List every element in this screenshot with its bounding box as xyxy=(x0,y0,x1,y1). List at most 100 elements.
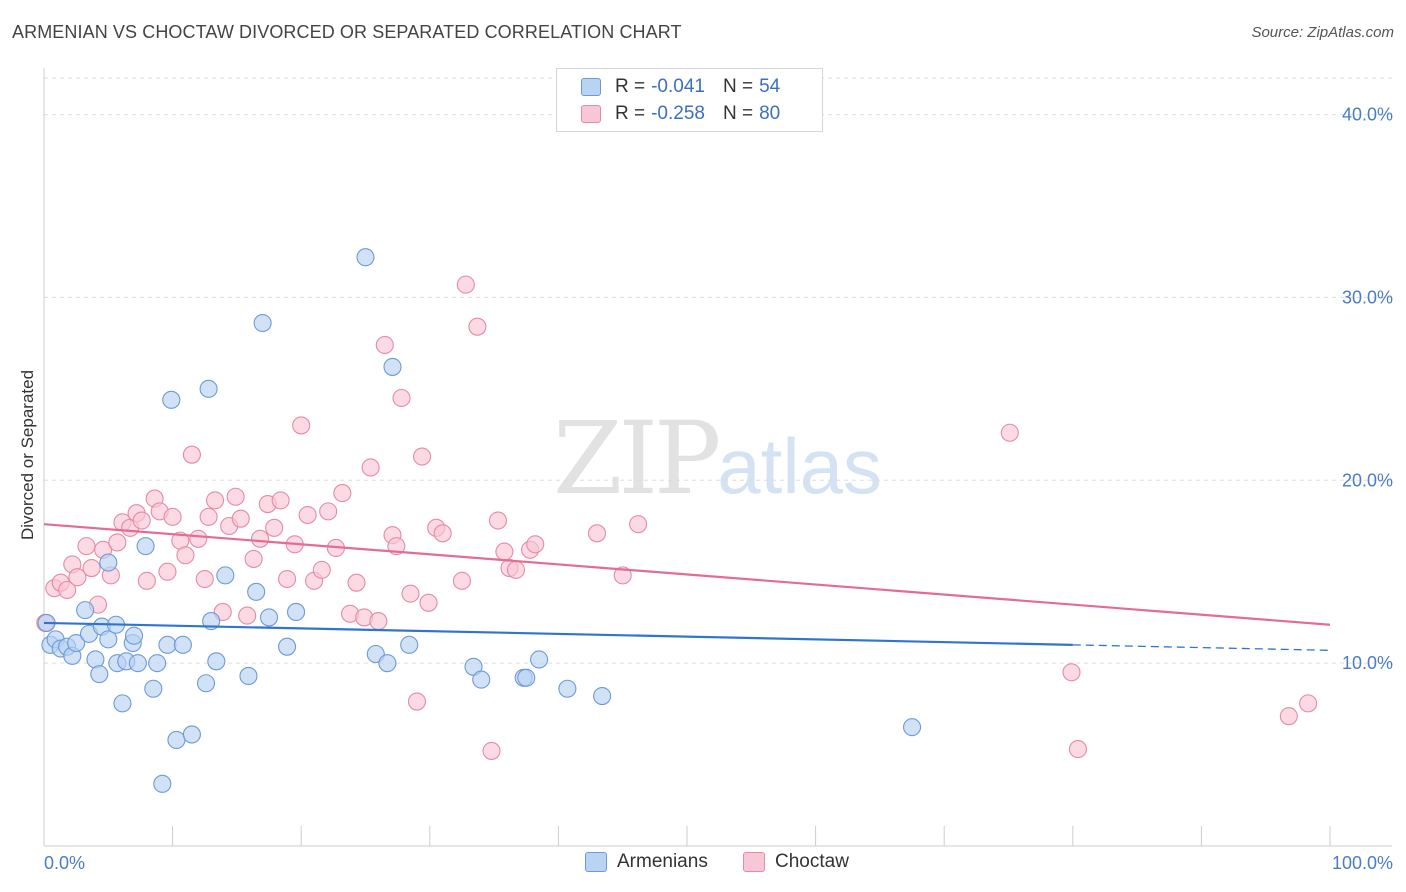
choctaw-point xyxy=(292,416,311,435)
choctaw-point xyxy=(278,569,297,589)
choctaw-legend-swatch xyxy=(743,852,765,872)
legend-row-choctaw: R = -0.258 N = 80 xyxy=(581,103,780,125)
choctaw-point xyxy=(413,447,432,466)
choctaw-point xyxy=(407,692,426,711)
y-tick-label: 40.0% xyxy=(1342,105,1393,125)
legend-row-armenians: R = -0.041 N = 54 xyxy=(581,76,780,98)
series-legend: Armenians Choctaw xyxy=(0,851,1406,877)
choctaw-point xyxy=(319,502,338,521)
choctaw-points xyxy=(36,275,1318,760)
choctaw-point xyxy=(419,593,438,612)
x-tick-label-min: 0.0% xyxy=(44,853,85,873)
armenians-point xyxy=(239,666,258,685)
y-axis-label: Divorced or Separated xyxy=(18,369,37,541)
y-tick-label: 30.0% xyxy=(1342,287,1393,307)
choctaw-point xyxy=(347,573,366,592)
trend-lines xyxy=(43,523,1331,651)
choctaw-point xyxy=(629,515,648,534)
armenians-point xyxy=(67,633,86,653)
choctaw-r-label: R = xyxy=(615,103,646,124)
choctaw-point xyxy=(271,491,290,510)
armenians-point xyxy=(472,670,491,689)
armenians-point xyxy=(113,694,132,713)
choctaw-trend-line xyxy=(43,523,1331,626)
armenians-point xyxy=(207,652,226,671)
armenians-points xyxy=(37,248,922,793)
choctaw-point xyxy=(58,580,77,600)
armenians-point xyxy=(136,537,155,556)
choctaw-point xyxy=(433,524,452,543)
choctaw-legend-label: Choctaw xyxy=(775,851,849,872)
legend-item-choctaw[interactable]: Choctaw xyxy=(743,851,849,873)
y-tick-label: 10.0% xyxy=(1342,653,1393,673)
choctaw-point xyxy=(456,275,475,294)
armenians-point xyxy=(253,313,272,333)
choctaw-point xyxy=(361,458,380,477)
armenians-point xyxy=(199,379,218,398)
armenians-point xyxy=(400,635,419,654)
armenians-point xyxy=(99,553,118,572)
choctaw-point xyxy=(137,571,156,590)
choctaw-point xyxy=(312,560,331,579)
choctaw-point xyxy=(495,542,514,561)
choctaw-point xyxy=(182,445,201,464)
armenians-point xyxy=(530,650,549,669)
choctaw-point xyxy=(231,509,250,528)
armenians-point xyxy=(173,635,192,654)
choctaw-point xyxy=(506,560,526,579)
armenians-point xyxy=(99,630,118,649)
watermark-atlas: atlas xyxy=(717,422,883,510)
choctaw-point xyxy=(1068,740,1087,759)
armenians-point xyxy=(356,248,375,267)
tick-labels: 10.0% 20.0% 30.0% 40.0% 0.0% 100.0% xyxy=(44,105,1393,873)
armenians-point xyxy=(216,566,235,585)
armenians-point xyxy=(90,665,109,684)
choctaw-point xyxy=(82,559,101,578)
armenians-point xyxy=(128,654,147,673)
armenians-r-value: -0.041 xyxy=(651,76,705,97)
choctaw-point xyxy=(1000,423,1019,442)
armenians-point xyxy=(167,730,186,749)
armenians-point xyxy=(558,679,577,698)
armenians-point xyxy=(124,626,144,645)
armenians-n-value: 54 xyxy=(759,76,781,97)
armenians-point xyxy=(247,582,266,601)
armenians-point xyxy=(902,718,922,737)
stats-legend: R = -0.041 N = 54 R = -0.258 N = 80 xyxy=(556,68,823,132)
choctaw-r-value: -0.258 xyxy=(651,103,705,124)
armenians-point xyxy=(182,725,201,744)
choctaw-point xyxy=(482,741,501,760)
chart-source: Source: ZipAtlas.com xyxy=(1251,24,1394,41)
choctaw-point xyxy=(488,511,508,530)
choctaw-point xyxy=(250,529,270,548)
choctaw-point xyxy=(108,533,127,552)
choctaw-point xyxy=(1299,694,1318,713)
choctaw-point xyxy=(77,537,96,556)
choctaw-point xyxy=(375,335,394,355)
armenians-point xyxy=(153,774,172,793)
armenians-point xyxy=(278,637,297,656)
choctaw-point xyxy=(1062,663,1081,682)
armenians-trend-line xyxy=(43,621,1073,646)
watermark: ZIPatlas xyxy=(553,400,882,517)
choctaw-point xyxy=(238,606,257,625)
choctaw-point xyxy=(587,524,607,543)
choctaw-point xyxy=(298,505,317,525)
choctaw-point xyxy=(333,484,352,503)
choctaw-swatch xyxy=(581,105,601,123)
choctaw-point xyxy=(265,518,284,537)
watermark-zip: ZIP xyxy=(553,400,721,517)
choctaw-point xyxy=(452,571,472,590)
grid-lines xyxy=(44,77,1392,664)
choctaw-point xyxy=(176,546,195,565)
armenians-point xyxy=(259,608,279,627)
armenians-swatch xyxy=(581,78,601,96)
armenians-r-label: R = xyxy=(615,76,646,97)
legend-item-armenians[interactable]: Armenians xyxy=(585,851,708,873)
choctaw-point xyxy=(244,549,263,568)
armenians-point xyxy=(76,601,95,620)
choctaw-point xyxy=(613,566,632,585)
armenians-legend-label: Armenians xyxy=(617,851,708,872)
choctaw-point xyxy=(526,535,545,554)
